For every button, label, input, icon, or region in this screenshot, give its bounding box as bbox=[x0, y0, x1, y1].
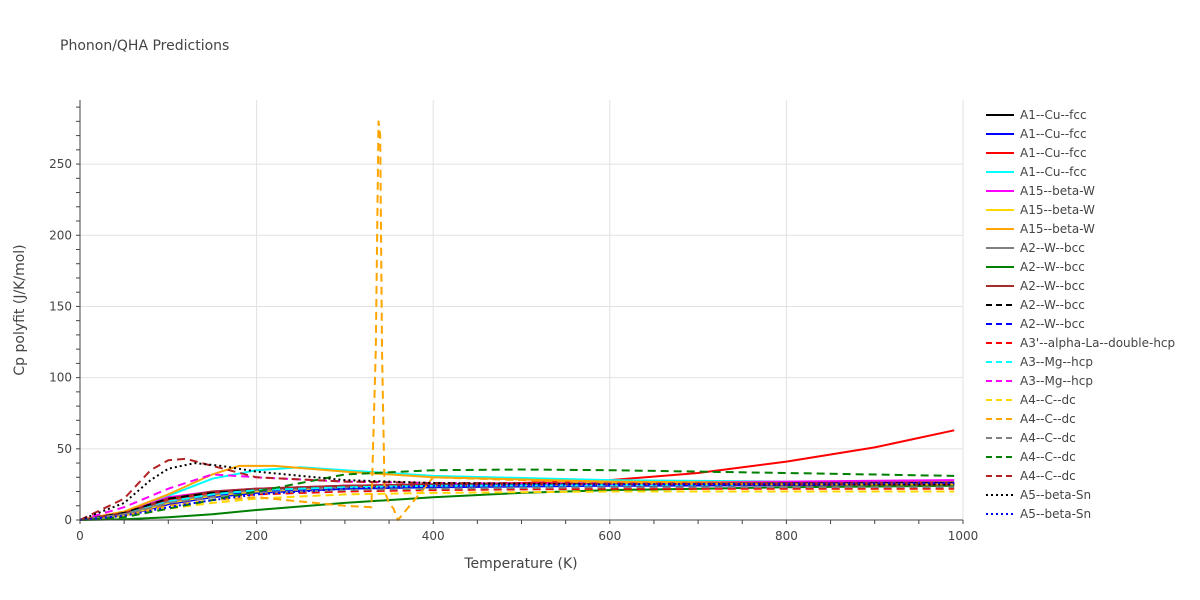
legend-item[interactable]: A1--Cu--fcc bbox=[986, 146, 1087, 160]
legend-item[interactable]: A5--beta-Sn bbox=[986, 507, 1091, 521]
series-layer bbox=[79, 120, 955, 521]
legend-item[interactable]: A15--beta-W bbox=[986, 222, 1095, 236]
legend-label: A15--beta-W bbox=[1020, 222, 1095, 236]
x-tick-label: 600 bbox=[598, 529, 621, 543]
legend-item[interactable]: A1--Cu--fcc bbox=[986, 165, 1087, 179]
legend-label: A3--Mg--hcp bbox=[1020, 355, 1093, 369]
legend[interactable]: A1--Cu--fcc A1--Cu--fcc A1--Cu--fcc A1--Cu-… bbox=[986, 108, 1175, 521]
legend-label: A4--C--dc bbox=[1020, 431, 1076, 445]
legend-item[interactable]: A3'--alpha-La--double-hcp bbox=[986, 336, 1175, 350]
y-tick-label: 250 bbox=[49, 157, 72, 171]
x-tick-label: 1000 bbox=[948, 529, 979, 543]
legend-item[interactable]: A5--beta-Sn bbox=[986, 488, 1091, 502]
legend-item[interactable]: A4--C--dc bbox=[986, 412, 1076, 426]
legend-item[interactable]: A15--beta-W bbox=[986, 184, 1095, 198]
y-axis-title: Cp polyfit (J/K/mol) bbox=[12, 244, 28, 375]
legend-item[interactable]: A2--W--bcc bbox=[986, 241, 1085, 255]
chart-title: Phonon/QHA Predictions bbox=[60, 38, 229, 54]
legend-label: A4--C--dc bbox=[1020, 412, 1076, 426]
legend-label: A15--beta-W bbox=[1020, 184, 1095, 198]
series-line bbox=[79, 120, 955, 521]
series-line bbox=[79, 482, 955, 521]
legend-label: A2--W--bcc bbox=[1020, 279, 1085, 293]
x-axis-title: Temperature (K) bbox=[463, 556, 577, 572]
legend-label: A2--W--bcc bbox=[1020, 241, 1085, 255]
y-tick-label: 100 bbox=[49, 371, 72, 385]
x-tick-label: 200 bbox=[245, 529, 268, 543]
legend-item[interactable]: A2--W--bcc bbox=[986, 279, 1085, 293]
y-tick-label: 0 bbox=[64, 513, 72, 527]
legend-label: A3--Mg--hcp bbox=[1020, 374, 1093, 388]
grid bbox=[80, 100, 964, 520]
legend-label: A1--Cu--fcc bbox=[1020, 165, 1087, 179]
y-tick-label: 150 bbox=[49, 299, 72, 313]
legend-label: A1--Cu--fcc bbox=[1020, 146, 1087, 160]
legend-item[interactable]: A4--C--dc bbox=[986, 450, 1076, 464]
x-tick-label: 0 bbox=[76, 529, 84, 543]
legend-label: A5--beta-Sn bbox=[1020, 488, 1091, 502]
legend-label: A15--beta-W bbox=[1020, 203, 1095, 217]
x-tick-label: 400 bbox=[422, 529, 445, 543]
series-line bbox=[79, 486, 955, 521]
axes: 0 200 400 600 800 1000 0 50 100 150 200 250 bbox=[49, 100, 978, 543]
legend-label: A4--C--dc bbox=[1020, 393, 1076, 407]
legend-label: A5--beta-Sn bbox=[1020, 507, 1091, 521]
legend-label: A1--Cu--fcc bbox=[1020, 108, 1087, 122]
legend-item[interactable]: A4--C--dc bbox=[986, 393, 1076, 407]
legend-item[interactable]: A4--C--dc bbox=[986, 469, 1076, 483]
y-tick-label: 200 bbox=[49, 228, 72, 242]
legend-label: A2--W--bcc bbox=[1020, 298, 1085, 312]
legend-label: A1--Cu--fcc bbox=[1020, 127, 1087, 141]
legend-label: A2--W--bcc bbox=[1020, 260, 1085, 274]
legend-item[interactable]: A3--Mg--hcp bbox=[986, 374, 1093, 388]
legend-label: A2--W--bcc bbox=[1020, 317, 1085, 331]
legend-item[interactable]: A2--W--bcc bbox=[986, 298, 1085, 312]
series-line bbox=[79, 457, 955, 521]
x-tick-label: 800 bbox=[775, 529, 798, 543]
y-tick-label: 50 bbox=[57, 442, 72, 456]
legend-label: A3'--alpha-La--double-hcp bbox=[1020, 336, 1175, 350]
legend-item[interactable]: A2--W--bcc bbox=[986, 317, 1085, 331]
series-line bbox=[79, 464, 955, 521]
legend-item[interactable]: A4--C--dc bbox=[986, 431, 1076, 445]
legend-item[interactable]: A3--Mg--hcp bbox=[986, 355, 1093, 369]
legend-item[interactable]: A1--Cu--fcc bbox=[986, 108, 1087, 122]
legend-item[interactable]: A15--beta-W bbox=[986, 203, 1095, 217]
legend-item[interactable]: A1--Cu--fcc bbox=[986, 127, 1087, 141]
legend-item[interactable]: A2--W--bcc bbox=[986, 260, 1085, 274]
legend-label: A4--C--dc bbox=[1020, 469, 1076, 483]
series-line bbox=[79, 468, 955, 521]
legend-label: A4--C--dc bbox=[1020, 450, 1076, 464]
